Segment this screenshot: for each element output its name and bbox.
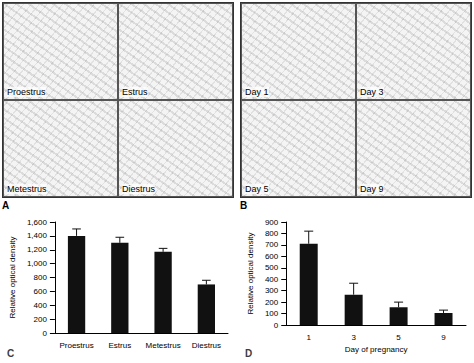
svg-text:9: 9 <box>441 333 446 342</box>
svg-text:1,400: 1,400 <box>27 231 48 240</box>
svg-text:1,200: 1,200 <box>27 245 48 254</box>
svg-text:1: 1 <box>306 333 311 342</box>
svg-text:900: 900 <box>265 218 279 227</box>
svg-text:400: 400 <box>265 275 279 284</box>
html-text:Day 1: Day 1 <box>245 87 269 97</box>
svg-text:300: 300 <box>265 286 279 295</box>
svg-text:3: 3 <box>351 333 356 342</box>
svg-text:400: 400 <box>34 301 48 310</box>
svg-text:600: 600 <box>34 287 48 296</box>
svg-text:600: 600 <box>265 252 279 261</box>
svg-text:1,000: 1,000 <box>27 259 48 268</box>
html-text:Day 9: Day 9 <box>360 184 384 194</box>
svg-text:0: 0 <box>274 321 279 330</box>
svg-text:800: 800 <box>34 273 48 282</box>
svg-text:Metestrus: Metestrus <box>146 341 181 350</box>
html-text:Metestrus: Metestrus <box>7 184 47 194</box>
svg-text:0: 0 <box>42 329 47 338</box>
html-text:Day 3: Day 3 <box>360 87 384 97</box>
svg-text:100: 100 <box>265 309 279 318</box>
svg-text:Diestrus: Diestrus <box>192 341 221 350</box>
svg-text:700: 700 <box>265 240 279 249</box>
svg-text:800: 800 <box>265 229 279 238</box>
svg-text:200: 200 <box>34 315 48 324</box>
svg-text:Day of pregnancy: Day of pregnancy <box>345 345 408 354</box>
svg-text:200: 200 <box>265 298 279 307</box>
html-text:Proestrus: Proestrus <box>7 87 46 97</box>
html-text:Day 5: Day 5 <box>245 184 269 194</box>
svg-text:Relative optical density: Relative optical density <box>246 233 255 315</box>
svg-text:500: 500 <box>265 263 279 272</box>
svg-text:5: 5 <box>396 333 401 342</box>
svg-text:C: C <box>7 348 14 359</box>
svg-text:D: D <box>245 348 252 359</box>
svg-text:1,600: 1,600 <box>27 218 48 227</box>
html-text:Estrus: Estrus <box>122 87 148 97</box>
svg-text:Proestrus: Proestrus <box>59 341 93 350</box>
html-text:A: A <box>2 200 10 211</box>
svg-text:Relative optical density: Relative optical density <box>8 237 17 319</box>
html-text:Diestrus: Diestrus <box>122 184 155 194</box>
svg-text:Estrus: Estrus <box>108 341 131 350</box>
html-text:B: B <box>240 200 248 211</box>
